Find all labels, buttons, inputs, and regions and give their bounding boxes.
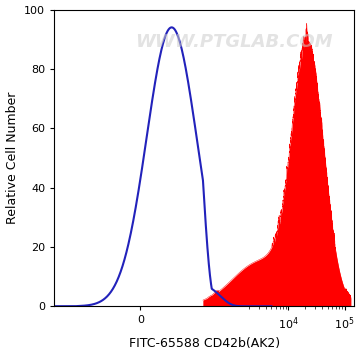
Y-axis label: Relative Cell Number: Relative Cell Number: [5, 92, 18, 224]
X-axis label: FITC-65588 CD42b(AK2): FITC-65588 CD42b(AK2): [129, 337, 280, 350]
Text: WWW.PTGLAB.COM: WWW.PTGLAB.COM: [135, 33, 333, 51]
